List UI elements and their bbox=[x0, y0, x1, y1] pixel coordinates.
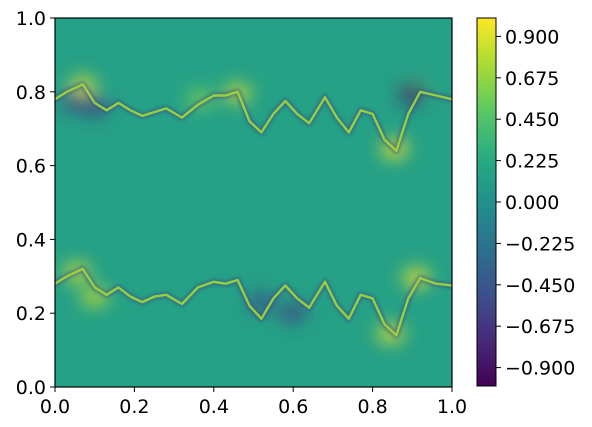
colorbar-tick-label: −0.450 bbox=[505, 275, 575, 297]
colorbar-tick-label: 0.675 bbox=[505, 68, 559, 90]
interface-layer bbox=[55, 81, 452, 339]
hotspot bbox=[280, 304, 307, 323]
colorbar-tick-label: −0.675 bbox=[505, 316, 575, 338]
x-tick-label: 0.6 bbox=[278, 396, 308, 418]
y-tick-label: 0.6 bbox=[16, 156, 46, 178]
colorbar-tick-label: 0.450 bbox=[505, 109, 559, 131]
x-tick-label: 1.0 bbox=[437, 396, 467, 418]
colorbar-ticks: 0.900 0.675 0.450 0.225 0.000 −0.225 −0.450 −0.… bbox=[496, 26, 575, 380]
colorbar-gradient bbox=[477, 18, 496, 386]
hotspot bbox=[81, 97, 108, 116]
hotspot bbox=[61, 92, 88, 111]
colorbar-tick-label: 0.900 bbox=[505, 26, 559, 48]
y-tick-label: 0.0 bbox=[16, 377, 46, 399]
interface-line bbox=[55, 83, 452, 152]
plot-frame bbox=[54, 17, 453, 388]
hotspot bbox=[186, 90, 213, 109]
y-tick-label: 1.0 bbox=[16, 8, 46, 30]
colorbar-tick-label: 0.225 bbox=[505, 151, 559, 173]
colorbar-tick-label: −0.225 bbox=[505, 233, 575, 255]
y-tick-label: 0.4 bbox=[16, 229, 46, 251]
x-tick-label: 0.4 bbox=[199, 396, 229, 418]
y-tick-label: 0.2 bbox=[16, 303, 46, 325]
colorbar: 0.900 0.675 0.450 0.225 0.000 −0.225 −0.450 −0.… bbox=[476, 17, 575, 387]
x-axis: 0.0 0.2 0.4 0.6 0.8 1.0 bbox=[40, 387, 467, 418]
y-axis: 0.0 0.2 0.4 0.6 0.8 1.0 bbox=[16, 8, 55, 399]
x-tick-label: 0.0 bbox=[40, 396, 70, 418]
hotspot bbox=[403, 269, 430, 288]
colorbar-tick-label: 0.000 bbox=[505, 192, 559, 214]
x-tick-label: 0.8 bbox=[357, 396, 387, 418]
plot-area bbox=[55, 18, 452, 387]
y-tick-label: 0.8 bbox=[16, 82, 46, 104]
x-tick-label: 0.2 bbox=[119, 396, 149, 418]
colorbar-tick-label: −0.900 bbox=[505, 358, 575, 380]
interface-line bbox=[55, 267, 452, 337]
